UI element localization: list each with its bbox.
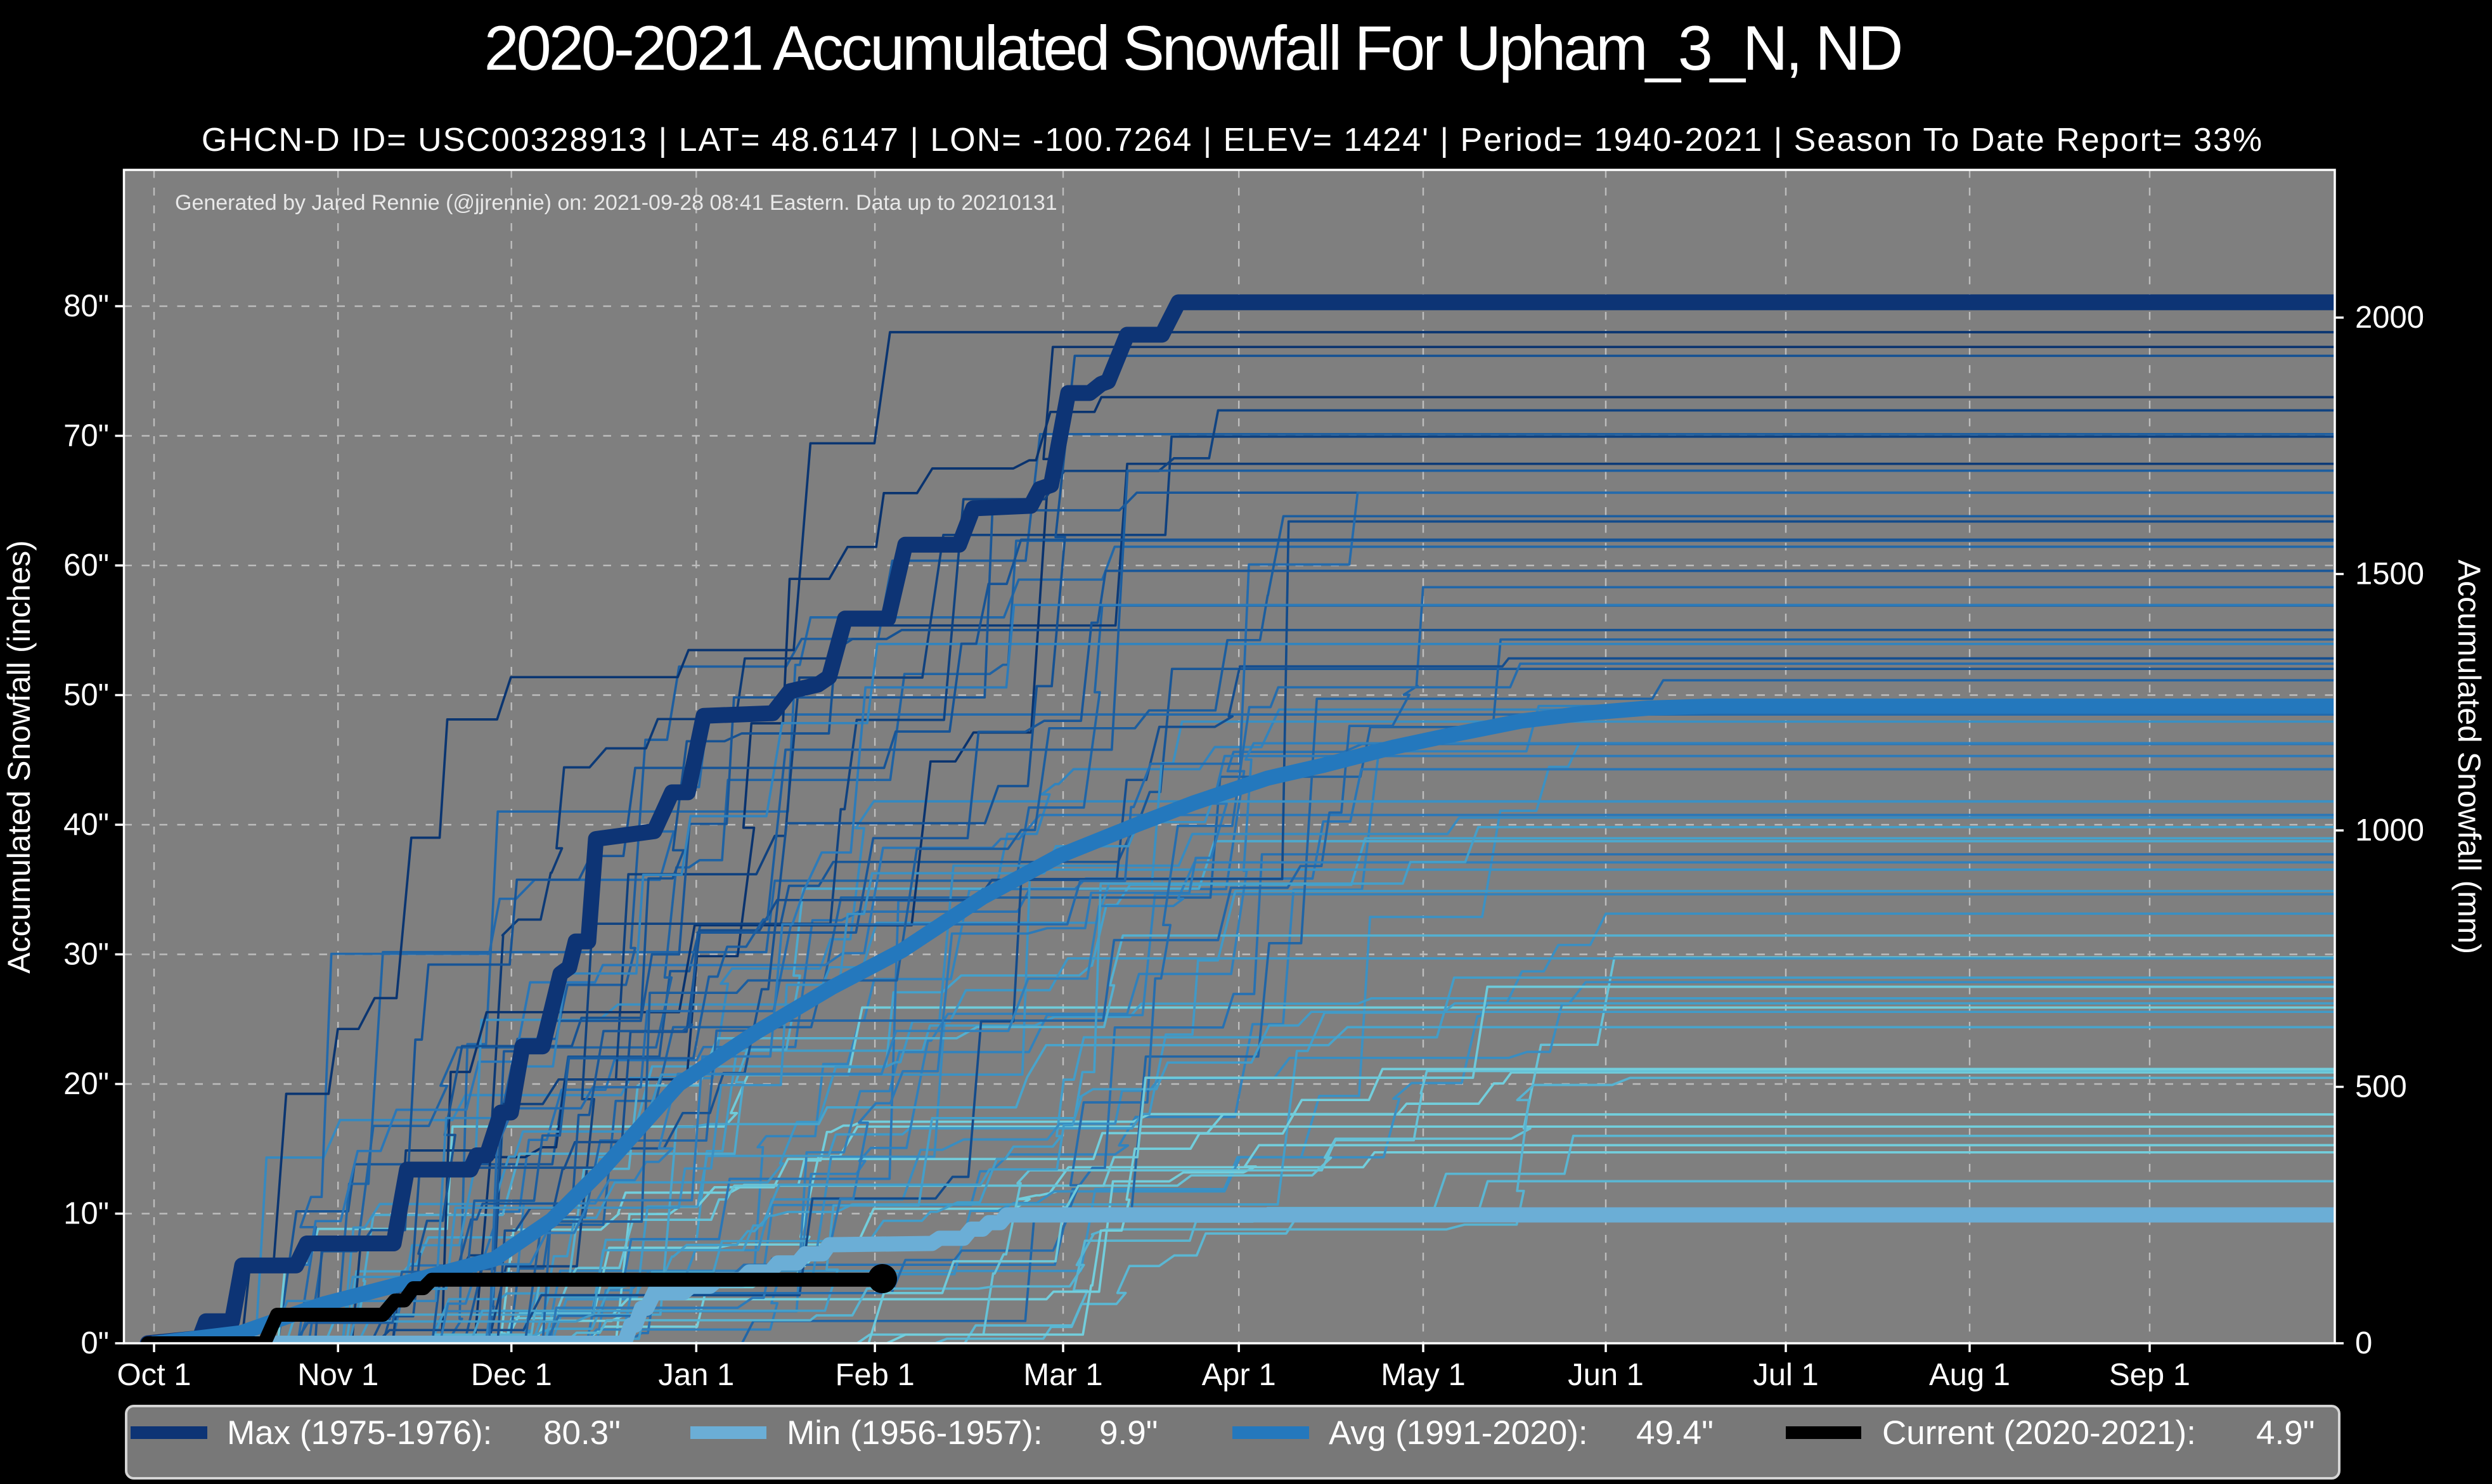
svg-text:49.4": 49.4" [1636, 1414, 1714, 1452]
svg-text:Nov 1: Nov 1 [297, 1358, 378, 1392]
svg-text:0": 0" [81, 1326, 109, 1360]
svg-text:Dec 1: Dec 1 [471, 1358, 552, 1392]
svg-text:Jan 1: Jan 1 [658, 1358, 734, 1392]
svg-text:Accumulated Snowfall (inches): Accumulated Snowfall (inches) [1, 540, 37, 974]
svg-text:Accumulated Snowfall (mm): Accumulated Snowfall (mm) [2451, 560, 2487, 954]
svg-text:80": 80" [63, 289, 109, 323]
svg-text:60": 60" [63, 548, 109, 583]
svg-text:Apr 1: Apr 1 [1202, 1358, 1276, 1392]
svg-text:May 1: May 1 [1381, 1358, 1465, 1392]
svg-text:Feb 1: Feb 1 [835, 1358, 914, 1392]
svg-text:Current (2020-2021):: Current (2020-2021): [1882, 1414, 2196, 1452]
svg-text:Mar 1: Mar 1 [1023, 1358, 1102, 1392]
svg-text:1500: 1500 [2355, 557, 2424, 591]
svg-text:Max (1975-1976):: Max (1975-1976): [227, 1414, 492, 1452]
svg-text:Avg (1991-2020):: Avg (1991-2020): [1329, 1414, 1588, 1452]
svg-text:Oct 1: Oct 1 [117, 1358, 191, 1392]
svg-text:Generated by Jared Rennie (@jj: Generated by Jared Rennie (@jjrennie) on… [175, 191, 1057, 215]
svg-text:0: 0 [2355, 1326, 2372, 1360]
svg-text:Jun 1: Jun 1 [1568, 1358, 1644, 1392]
svg-text:Sep 1: Sep 1 [2109, 1358, 2190, 1392]
svg-text:GHCN-D ID= USC00328913 | LAT=: GHCN-D ID= USC00328913 | LAT= 48.6147 | … [202, 122, 2263, 158]
svg-text:Aug 1: Aug 1 [1929, 1358, 2010, 1392]
svg-text:Jul 1: Jul 1 [1753, 1358, 1819, 1392]
svg-text:50": 50" [63, 678, 109, 713]
svg-text:40": 40" [63, 808, 109, 842]
svg-text:4.9": 4.9" [2256, 1414, 2315, 1452]
svg-text:1000: 1000 [2355, 813, 2424, 848]
svg-text:80.3": 80.3" [543, 1414, 621, 1452]
svg-text:10": 10" [63, 1197, 109, 1231]
svg-text:30": 30" [63, 938, 109, 972]
svg-text:2020-2021 Accumulated Snowfall: 2020-2021 Accumulated Snowfall For Upham… [484, 13, 1901, 83]
svg-text:70": 70" [63, 419, 109, 453]
svg-text:20": 20" [63, 1067, 109, 1101]
svg-text:500: 500 [2355, 1070, 2407, 1104]
svg-text:2000: 2000 [2355, 300, 2424, 335]
svg-text:9.9": 9.9" [1099, 1414, 1158, 1452]
svg-text:Min (1956-1957):: Min (1956-1957): [787, 1414, 1043, 1452]
